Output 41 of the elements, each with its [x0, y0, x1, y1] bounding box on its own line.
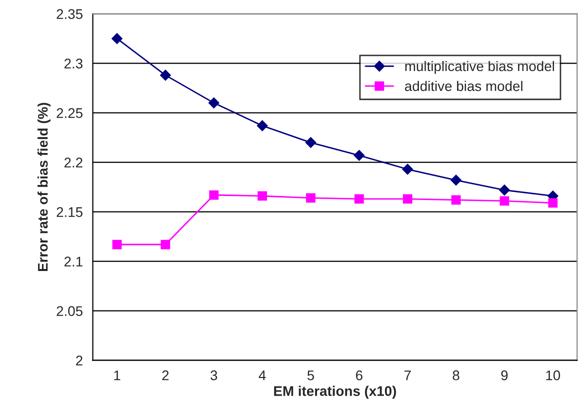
point — [209, 190, 219, 200]
y-tick-label: 2.35 — [56, 9, 82, 19]
point — [548, 198, 558, 208]
x-tick-label: 3 — [210, 370, 218, 380]
point — [500, 196, 510, 206]
point — [402, 164, 414, 175]
x-tick-label: 4 — [258, 370, 266, 380]
legend-label: additive bias model — [404, 80, 522, 92]
y-tick-label: 2.3 — [64, 58, 82, 68]
x-tick-label: 1 — [114, 370, 120, 380]
x-tick-label: 8 — [452, 370, 460, 380]
point — [112, 33, 122, 44]
y-axis-title: Error rate of bias field (%) — [38, 102, 50, 272]
x-tick-label: 7 — [404, 370, 411, 380]
y-tick-label: 2.1 — [64, 256, 82, 266]
point — [354, 150, 365, 161]
point — [402, 194, 412, 204]
point — [306, 193, 316, 203]
x-axis-title: EM iterations (x10) — [274, 386, 396, 399]
x-tick-label: 10 — [546, 370, 560, 380]
point — [256, 120, 268, 132]
point — [112, 240, 122, 250]
y-tick-label: 2.05 — [56, 306, 82, 316]
legend-label: multiplicative bias model — [405, 60, 554, 74]
y-tick-label: 2.2 — [64, 158, 82, 168]
point — [305, 137, 316, 148]
x-tick-label: 9 — [501, 370, 508, 380]
point — [160, 70, 171, 81]
point — [354, 194, 364, 204]
point — [258, 191, 267, 201]
point — [499, 184, 510, 196]
point — [208, 98, 220, 108]
point — [160, 240, 170, 250]
point — [451, 195, 461, 205]
x-tick-label: 6 — [356, 370, 362, 380]
point — [450, 174, 462, 186]
x-tick-label: 5 — [307, 370, 314, 380]
y-tick-label: 2.25 — [56, 108, 82, 118]
x-tick-label: 2 — [162, 370, 169, 380]
y-tick-label: 2.15 — [56, 207, 82, 218]
y-tick-label: 2 — [76, 356, 82, 366]
